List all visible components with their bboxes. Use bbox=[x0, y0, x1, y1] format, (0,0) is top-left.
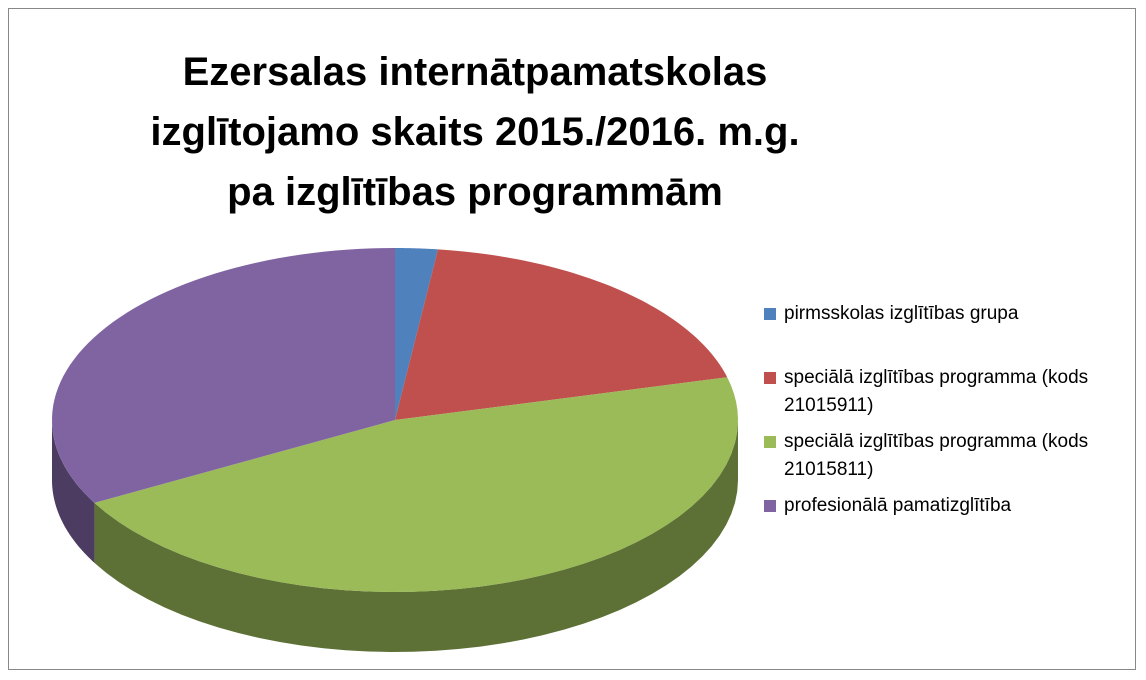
legend-label: pirmsskolas izglītības grupa bbox=[784, 303, 1019, 324]
slice bbox=[395, 249, 728, 420]
slice bbox=[52, 248, 395, 503]
slice bbox=[395, 248, 438, 420]
legend: pirmsskolas izglītības grupa speciālā izg… bbox=[764, 300, 1134, 520]
legend-item: profesionālā pamatizglītība bbox=[764, 492, 1134, 520]
slice-side bbox=[94, 420, 738, 652]
legend-label: speciālā izglītības programma (kods 2101… bbox=[784, 431, 1089, 480]
chart-title: Ezersalas internātpamatskolas izglītojam… bbox=[150, 50, 800, 214]
legend-item: pirmsskolas izglītības grupa bbox=[764, 300, 1134, 328]
legend-swatch bbox=[764, 308, 776, 320]
legend-label: speciālā izglītības programma (kods 2101… bbox=[784, 367, 1089, 416]
legend-swatch bbox=[764, 500, 776, 512]
chart-frame bbox=[8, 8, 1136, 670]
slice-side bbox=[52, 420, 95, 563]
legend-item: speciālā izglītības programma (kods 2101… bbox=[764, 428, 1134, 484]
legend-swatch bbox=[764, 436, 776, 448]
slice bbox=[94, 377, 738, 592]
legend-swatch bbox=[764, 372, 776, 384]
legend-item: speciālā izglītības programma (kods 2101… bbox=[764, 364, 1134, 420]
legend-label: profesionālā pamatizglītība bbox=[784, 495, 1012, 516]
